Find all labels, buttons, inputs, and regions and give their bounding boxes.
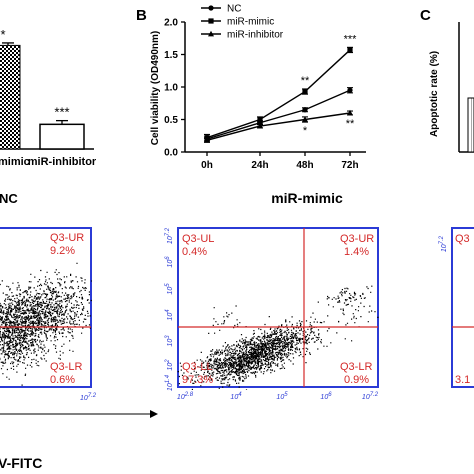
flow-mimic-event-cloud [178, 312, 340, 390]
flow-mimic-event-cloud [208, 305, 247, 334]
panel-b-series-line [206, 89, 351, 140]
flow-group-label-mimic: miR-mimic [271, 190, 343, 206]
panel-b-point [257, 122, 263, 129]
flow-nc-lr-value: 0.6% [50, 374, 75, 386]
panel-b-xtick-label: 72h [341, 160, 358, 171]
panel-b-series-line [206, 112, 351, 141]
panel-b-legend-label: miR-mimic [227, 17, 274, 28]
flow-mimic-event-cloud [317, 285, 373, 310]
flow-mimic-xtick-label: 106 [320, 392, 332, 401]
panel-a-significance-inhibitor: *** [54, 105, 69, 120]
flow-nc-frame [0, 227, 92, 388]
panel-b-ytick-label: 2.0 [164, 18, 178, 29]
flow-nc-event-cloud [0, 312, 61, 386]
flow-right-ytick-top: 107.2 [439, 235, 448, 252]
panel-b-ytick-label: 0.0 [164, 148, 178, 159]
flow-x-axis-label: V-FITC [0, 455, 42, 471]
flow-mimic-ur-value: 1.4% [344, 246, 369, 258]
flow-mimic-ul-value: 0.4% [182, 246, 207, 258]
panel-b-legend-label: miR-inhibitor [227, 30, 284, 41]
panel-a-bar-inhibitor [39, 123, 85, 150]
panel-b-ylabel: Cell viability (OD490nm) [150, 31, 161, 145]
flow-plot-nc: Q3-UR 9.2% Q3-LR 0.6% 107.2 [0, 227, 97, 402]
panel-b-point [204, 137, 210, 143]
panel-b-series-line [206, 49, 351, 139]
flow-mimic-lr-value: 0.9% [344, 374, 369, 386]
panel-b-line-chart: B Cell viability (OD490nm) 0.0 0.5 1.0 1.5 2… [136, 4, 366, 171]
flow-mimic-ul-label: Q3-UL [182, 233, 214, 245]
panel-b-point [302, 116, 308, 122]
flow-nc-event-cloud [0, 269, 91, 376]
panel-b-point [302, 88, 308, 95]
flow-mimic-xtick-label: 107.2 [362, 392, 379, 401]
flow-mimic-ytick-label: 105 [165, 283, 174, 295]
panel-c-bar-chart: C Apoptotic rate (%) [420, 7, 474, 153]
flow-mimic-ll-value: 97.3% [182, 374, 213, 386]
flow-right-frame [451, 227, 474, 388]
panel-c-ylabel: Apoptotic rate (%) [429, 51, 440, 137]
flow-right-ll-value: 3.1 [455, 374, 470, 386]
flow-mimic-xtick-label: 104 [230, 392, 242, 401]
flow-mimic-xtick-label: 105 [276, 392, 288, 401]
panel-b-series-mir-mimic [204, 46, 353, 142]
flow-mimic-ll-label: Q3-LL [182, 361, 213, 373]
panel-b-point [208, 18, 214, 24]
flow-nc-ur-value: 9.2% [50, 245, 75, 257]
panel-b-xtick-label: 48h [296, 160, 313, 171]
panel-b-significance: ** [301, 75, 310, 87]
flow-nc-lr-label: Q3-LR [50, 361, 82, 373]
panel-b-ytick-label: 1.5 [164, 50, 178, 61]
panel-c-bar [467, 97, 474, 153]
panel-a-tick-label-inhibitor: miR-inhibitor [28, 156, 97, 168]
flow-nc-event-cloud [12, 262, 92, 320]
panel-b-series-nc [204, 87, 353, 142]
panel-b-point [347, 109, 353, 116]
panel-b-xtick-label: 24h [251, 160, 268, 171]
flow-right-ul-label: Q3 [455, 233, 470, 245]
panel-b-point [347, 47, 353, 53]
panel-b-ytick-label: 0.5 [164, 115, 178, 126]
flow-mimic-ytick-label: 102 [165, 359, 174, 371]
flow-mimic-ytick-label: 107.2 [165, 227, 174, 244]
flow-plot-mimic: Q3-UL 0.4% Q3-UR 1.4% Q3-LL 97.3% Q3-LR … [165, 227, 379, 401]
flow-mimic-ytick-label: 106 [165, 256, 174, 268]
flow-mimic-lr-label: Q3-LR [340, 361, 372, 373]
flow-x-axis-arrow-head [150, 410, 158, 418]
flow-nc-event-cloud [0, 269, 92, 356]
panel-b-legend: NC miR-mimic miR-inhibitor [201, 4, 284, 41]
panel-b-legend-label: NC [227, 4, 241, 15]
panel-a-bar-chart: * *** mimic miR-inhibitor [0, 27, 97, 168]
flow-nc-xtick-top: 107.2 [80, 393, 97, 402]
panel-b-point [208, 5, 214, 11]
panel-b-significance: ** [346, 118, 355, 130]
panel-b-series-mir-inhibitor [204, 109, 353, 143]
panel-b-significance: * [303, 125, 308, 137]
panel-a-bar-mimic [0, 44, 21, 150]
flow-mimic-frame [177, 227, 379, 388]
panel-a-significance-mimic: * [0, 27, 5, 42]
flow-mimic-ur-label: Q3-UR [340, 233, 374, 245]
panel-c-label: C [420, 7, 431, 24]
flow-plot-partial-right: Q3 3.1 107.2 [439, 227, 474, 388]
flow-group-label-nc: NC [0, 191, 18, 206]
panel-b-point [302, 107, 308, 113]
panel-a-tick-label-mimic: mimic [0, 156, 30, 168]
panel-b-point [347, 87, 353, 93]
panel-b-xtick-label: 0h [201, 160, 213, 171]
panel-b-ytick-label: 1.0 [164, 83, 178, 94]
flow-mimic-ytick-label: 103 [165, 335, 174, 347]
flow-mimic-ytick-label: 101.4 [165, 374, 174, 391]
flow-mimic-xtick-label: 102.8 [177, 392, 194, 401]
panel-b-point [208, 30, 214, 37]
panel-b-point [257, 116, 263, 123]
flow-nc-ur-label: Q3-UR [50, 232, 84, 244]
flow-mimic-ytick-label: 104 [165, 309, 174, 321]
panel-b-significance: *** [344, 33, 358, 45]
panel-b-label: B [136, 7, 147, 24]
